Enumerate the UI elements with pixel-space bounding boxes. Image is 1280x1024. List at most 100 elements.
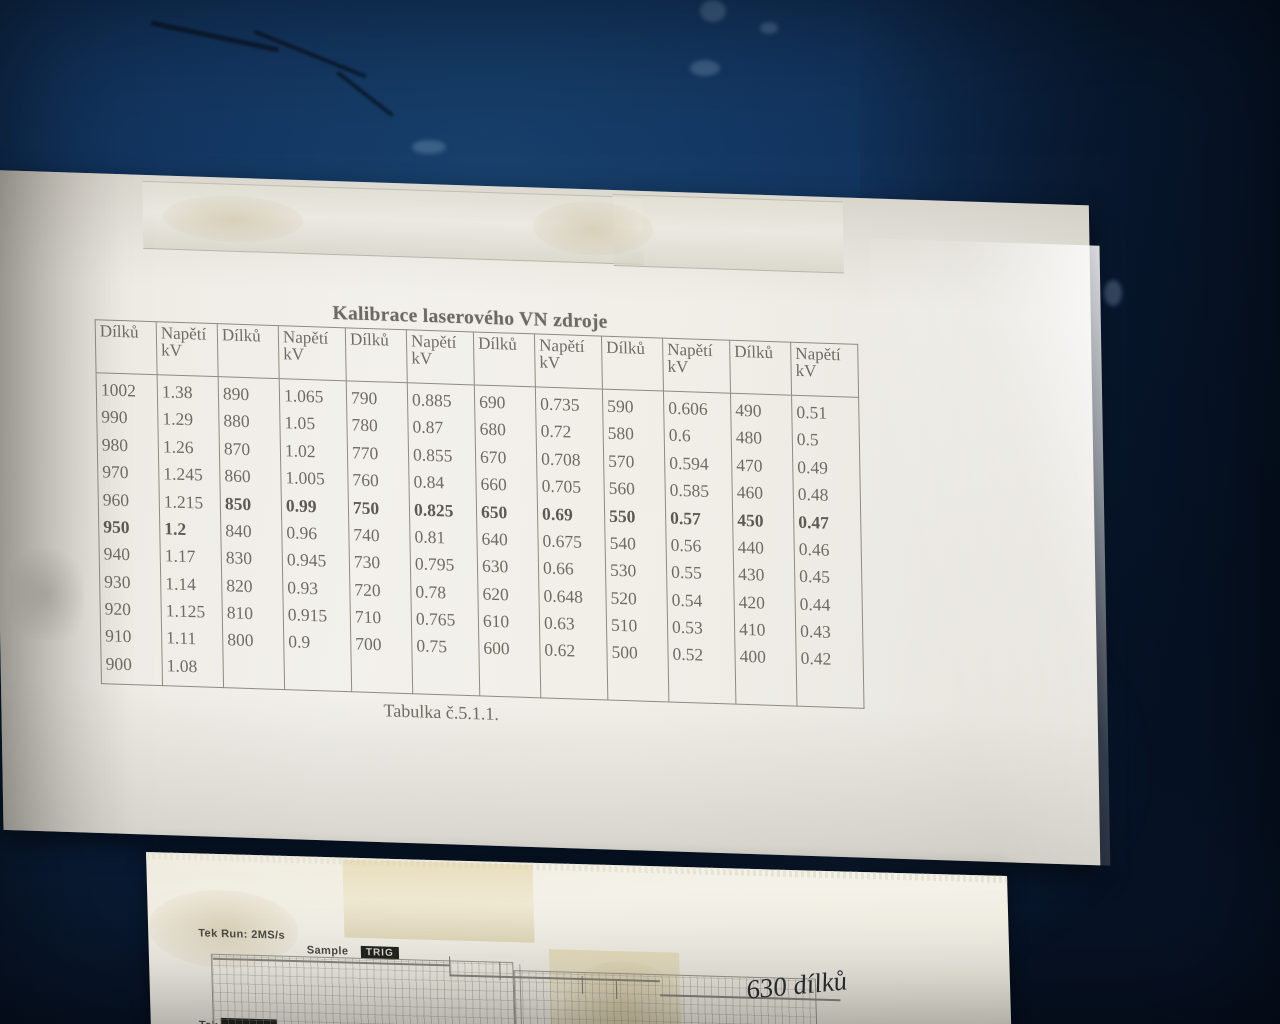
division-value: 780 [351,414,378,436]
division-value: 450 [737,509,764,531]
voltage-value: 0.66 [542,557,574,579]
voltage-value: 0.6 [668,425,691,446]
voltage-value: 0.69 [541,503,573,525]
division-value: 970 [102,461,129,483]
voltage-value: 0.708 [540,448,581,470]
division-value: 700 [355,633,382,655]
voltage-value: 0.735 [539,393,580,415]
division-value: 690 [478,391,506,413]
cell-divisions-block-3: 790 780 770 760 750 740 730 720 710 700 [346,380,413,694]
voltage-value: 0.53 [671,616,703,638]
voltage-value: 0.56 [670,534,702,556]
division-value: 720 [354,579,381,600]
division-value: 730 [353,551,381,573]
division-value: 820 [226,574,253,596]
voltage-value: 0.705 [541,475,582,497]
division-value: 410 [738,618,766,640]
division-value: 910 [104,625,132,647]
voltage-value: 0.44 [799,593,831,615]
scope-tape-strip [342,859,535,943]
voltage-value: 0.594 [669,452,709,474]
voltage-value: 1.02 [284,440,316,462]
cell-voltage-block-1: 1.38 1.29 1.26 1.245 1.215 1.2 1.17 1.14 1.125 1.… [157,374,224,688]
division-value: 430 [737,564,765,585]
voltage-value: 0.45 [799,566,831,588]
header-voltage-2: Napětí kV [278,325,347,381]
wall-scuff-mark [690,60,720,76]
division-value: 640 [481,528,508,550]
voltage-value: 0.47 [798,511,830,533]
voltage-value: 1.17 [164,545,196,567]
voltage-value: 0.585 [669,479,710,502]
voltage-value: 0.52 [672,644,704,666]
cell-divisions-block-4: 690 680 670 660 650 640 630 620 610 600 [474,384,541,698]
voltage-value: 0.57 [669,507,701,529]
division-value: 420 [738,591,766,613]
header-voltage-1: Napětí kV [156,321,219,377]
voltage-value: 0.62 [544,639,576,661]
paper-smudge [8,548,85,641]
voltage-value: 0.46 [798,538,830,560]
voltage-value: 0.49 [797,456,829,478]
division-value: 580 [607,423,635,444]
division-value: 660 [480,473,507,495]
wall-scuff-mark [412,140,446,154]
paper-specular-highlight [869,238,1111,866]
voltage-value: 1.125 [165,600,206,622]
division-value: 850 [224,492,252,514]
division-value: 500 [611,642,638,663]
division-value: 1002 [100,379,137,401]
division-value: 610 [482,610,510,632]
voltage-value: 0.606 [668,397,708,419]
voltage-value: 1.005 [285,467,325,489]
header-voltage-4: Napětí kV [534,333,603,390]
voltage-value: 1.38 [161,381,193,403]
voltage-value: 0.48 [797,483,829,505]
voltage-value: 1.14 [165,572,197,594]
voltage-value: 1.29 [162,408,194,430]
voltage-value: 0.945 [286,549,327,571]
cell-divisions-block-1: 1002 990 980 970 960 950 940 930 920 910 900 [96,372,163,686]
cell-divisions-block-6: 490 480 470 460 450 440 430 420 410 400 [730,393,797,707]
wall-scuff-mark [760,22,778,34]
division-value: 520 [610,587,637,609]
header-divisions-6: Dílků [729,340,792,396]
voltage-value: 1.065 [283,385,324,407]
division-value: 620 [482,583,509,605]
division-value: 890 [222,383,250,405]
cell-voltage-block-6: 0.51 0.5 0.49 0.48 0.47 0.46 0.45 0.44 0.43 0.42 [791,395,865,709]
division-value: 830 [225,547,253,569]
cell-divisions-block-5: 590 580 570 560 550 540 530 520 510 500 [602,389,669,703]
division-value: 440 [737,536,765,558]
division-value: 740 [353,524,380,546]
header-divisions-2: Dílků [217,323,280,379]
table-caption: Tabulka č.5.1.1. [383,700,499,724]
voltage-value: 1.08 [166,655,198,677]
division-value: 570 [607,450,635,472]
voltage-value: 0.72 [540,420,572,442]
voltage-value: 0.825 [413,498,454,521]
division-value: 860 [224,465,251,487]
division-value: 670 [479,446,507,468]
division-value: 470 [736,454,763,476]
voltage-value: 1.26 [162,436,194,458]
division-value: 600 [483,637,510,659]
table-body: 1002 990 980 970 960 950 940 930 920 910 900 1.38 1… [96,372,865,709]
scope-graticule [210,953,517,1024]
voltage-value: 0.93 [287,576,319,598]
header-divisions-3: Dílků [345,327,408,383]
division-value: 400 [739,646,767,668]
voltage-value: 0.765 [415,608,456,630]
header-divisions-5: Dílků [601,336,664,392]
division-value: 750 [352,496,380,518]
division-value: 840 [225,520,252,542]
division-value: 790 [350,387,378,409]
division-value: 650 [480,501,508,522]
division-value: 930 [104,570,131,592]
division-value: 990 [101,406,128,428]
division-value: 880 [223,410,250,432]
division-value: 550 [608,505,636,527]
cell-divisions-block-2: 890 880 870 860 850 840 830 820 810 800 [218,376,285,690]
division-value: 630 [481,555,509,577]
